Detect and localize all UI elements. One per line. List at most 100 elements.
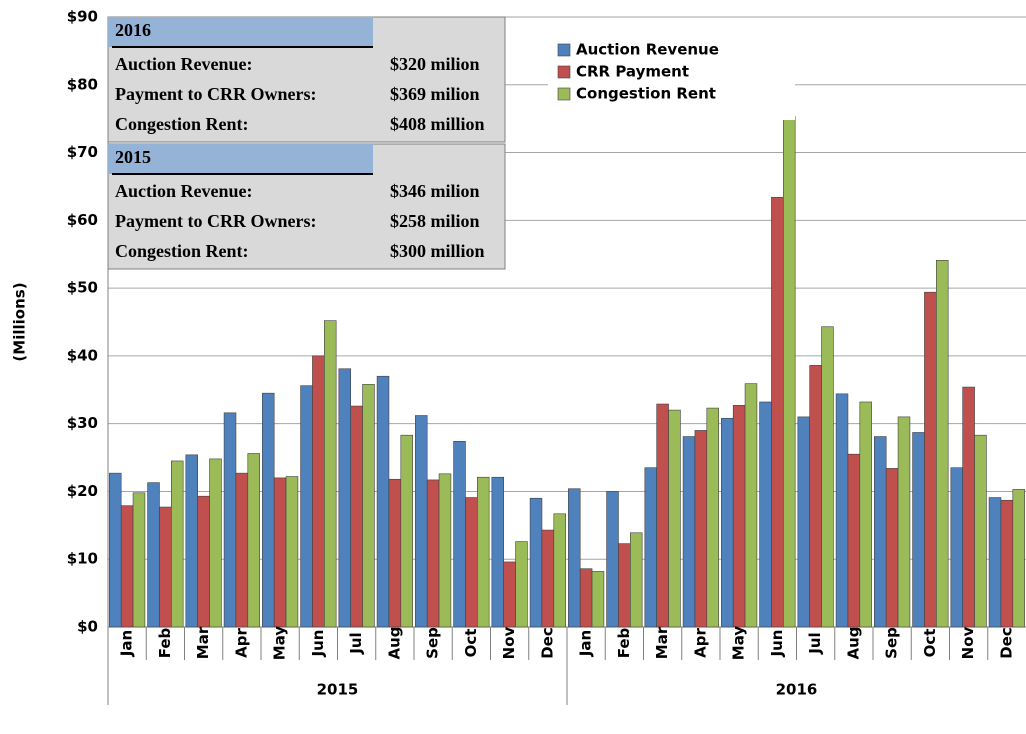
bar [515, 541, 528, 628]
x-tick-label: Oct [921, 629, 939, 658]
bar [465, 497, 478, 628]
x-tick-label: Nov [959, 626, 977, 659]
bar [885, 468, 899, 628]
x-tick-label: May [730, 626, 748, 661]
bar [694, 430, 708, 628]
legend-swatch [557, 43, 571, 57]
bar [706, 407, 719, 628]
legend-box [548, 30, 795, 120]
y-tick-label: $0 [77, 618, 98, 636]
bar [400, 434, 413, 628]
info-value: $300 million [390, 241, 485, 261]
bar [223, 412, 237, 628]
info-value: $258 milion [390, 211, 480, 231]
x-tick-label: Mar [194, 626, 212, 659]
bar [744, 383, 758, 628]
bar [109, 472, 122, 628]
bar [273, 477, 287, 628]
bar [950, 467, 963, 628]
x-tick-label: Dec [997, 627, 1015, 659]
x-tick-label: Jun [768, 630, 786, 658]
bar [579, 568, 593, 628]
x-tick-label: Aug [844, 626, 862, 659]
bar [759, 401, 772, 628]
bar [656, 403, 669, 628]
x-tick-label: Jun [309, 630, 327, 658]
bar [338, 368, 351, 628]
bar [362, 384, 375, 628]
bar [897, 416, 911, 628]
bar [438, 473, 452, 628]
x-tick-label: Mar [653, 626, 671, 659]
info-label: Congestion Rent: [115, 114, 249, 134]
bar [247, 453, 260, 628]
bar [962, 386, 975, 628]
info-value: $346 milion [390, 181, 480, 201]
bar [936, 260, 949, 628]
x-tick-label: Sep [883, 627, 901, 659]
bar [300, 385, 313, 628]
bar [553, 513, 566, 628]
bar [630, 532, 643, 628]
info-label: Auction Revenue: [115, 54, 253, 74]
bar [668, 409, 681, 628]
bar [235, 472, 249, 628]
bar [197, 495, 210, 628]
x-tick-label: Feb [156, 627, 174, 658]
y-tick-label: $90 [67, 8, 98, 26]
bar [159, 506, 172, 628]
info-value: $408 million [390, 114, 485, 134]
y-tick-label: $60 [67, 211, 98, 229]
x-tick-label: Jan [577, 630, 595, 657]
info-value: $320 milion [390, 54, 480, 74]
x-tick-label: Aug [385, 626, 403, 659]
x-tick-label: Apr [691, 628, 709, 658]
y-tick-label: $40 [67, 346, 98, 364]
x-tick-label: Jul [347, 632, 365, 654]
legend-label: CRR Payment [576, 63, 689, 81]
bar [591, 571, 605, 628]
y-tick-label: $70 [67, 143, 98, 161]
y-tick-label: $20 [67, 482, 98, 500]
info-header [108, 144, 373, 174]
bar [426, 479, 440, 628]
info-title: 2015 [115, 147, 151, 167]
bar [453, 440, 466, 628]
y-axis-label: (Millions) [11, 282, 29, 361]
bar [285, 476, 299, 628]
bar [209, 458, 222, 628]
bar [503, 561, 516, 628]
legend-label: Auction Revenue [576, 41, 719, 59]
bar [618, 543, 631, 628]
bar [312, 355, 325, 628]
x-tick-label: Feb [615, 627, 633, 658]
bar [376, 375, 390, 628]
x-tick-label: Nov [500, 626, 518, 659]
info-label: Auction Revenue: [115, 181, 253, 201]
bar [147, 482, 160, 628]
bar [185, 454, 198, 628]
bar [388, 478, 402, 628]
bar [783, 116, 796, 628]
info-label: Payment to CRR Owners: [115, 211, 316, 231]
bar [606, 491, 619, 628]
bar [477, 476, 490, 628]
bar [491, 476, 504, 628]
bar [529, 497, 543, 628]
y-tick-label: $50 [67, 279, 98, 297]
bar [415, 415, 428, 628]
x-tick-label: Jan [118, 630, 136, 657]
bar [644, 467, 657, 628]
bar [771, 196, 784, 628]
info-value: $369 milion [390, 84, 480, 104]
bar [1012, 489, 1025, 628]
bar [988, 497, 1002, 628]
x-tick-label: Jul [806, 632, 824, 654]
x-tick-label: Dec [538, 627, 556, 659]
bar [912, 432, 925, 628]
bar [809, 365, 822, 628]
bar [835, 393, 849, 628]
info-title: 2016 [115, 20, 151, 40]
bar [1000, 499, 1014, 628]
bar [732, 405, 746, 628]
